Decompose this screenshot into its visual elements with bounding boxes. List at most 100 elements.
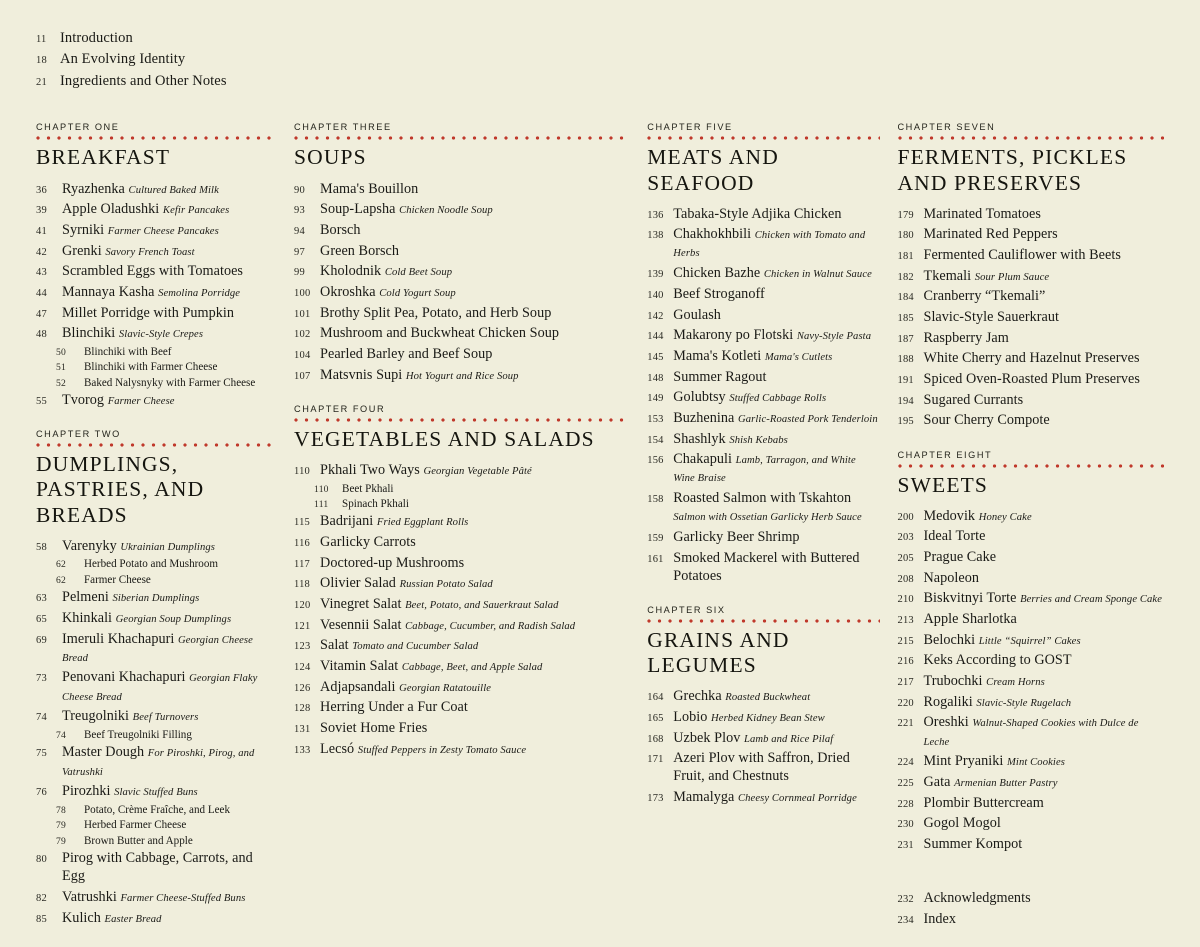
toc-subentry[interactable]: 110 Beet Pkhali	[294, 482, 625, 496]
toc-entry[interactable]: 181 Fermented Cauliflower with Beets	[898, 246, 1165, 264]
toc-entry[interactable]: 82 Vatrushki Farmer Cheese-Stuffed Buns	[36, 888, 272, 906]
toc-entry[interactable]: 47 Millet Porridge with Pumpkin	[36, 304, 272, 322]
toc-entry[interactable]: 185 Slavic-Style Sauerkraut	[898, 308, 1165, 326]
toc-entry[interactable]: 85 Kulich Easter Bread	[36, 909, 272, 927]
toc-entry[interactable]: 39 Apple Oladushki Kefir Pancakes	[36, 200, 272, 218]
toc-subentry[interactable]: 79 Herbed Farmer Cheese	[36, 818, 272, 832]
toc-entry[interactable]: 159 Garlicky Beer Shrimp	[647, 528, 879, 546]
toc-entry[interactable]: 100 Okroshka Cold Yogurt Soup	[294, 283, 625, 301]
toc-entry[interactable]: 164 Grechka Roasted Buckwheat	[647, 687, 879, 705]
toc-entry[interactable]: 94 Borsch	[294, 221, 625, 239]
toc-entry[interactable]: 144 Makarony po Flotski Navy-Style Pasta	[647, 326, 879, 344]
toc-entry[interactable]: 184 Cranberry “Tkemali”	[898, 287, 1165, 305]
toc-subentry[interactable]: 74 Beef Treugolniki Filling	[36, 728, 272, 742]
toc-entry[interactable]: 44 Mannaya Kasha Semolina Porridge	[36, 283, 272, 301]
toc-entry[interactable]: 120 Vinegret Salat Beet, Potato, and Saue…	[294, 595, 625, 613]
toc-entry[interactable]: 126 Adjapsandali Georgian Ratatouille	[294, 678, 625, 696]
backmatter-item[interactable]: 232 Acknowledgments	[898, 889, 1165, 907]
toc-entry[interactable]: 231 Summer Kompot	[898, 835, 1165, 853]
toc-entry[interactable]: 225 Gata Armenian Butter Pastry	[898, 773, 1165, 791]
toc-entry[interactable]: 195 Sour Cherry Compote	[898, 411, 1165, 429]
toc-subentry[interactable]: 50 Blinchiki with Beef	[36, 345, 272, 359]
toc-entry[interactable]: 76 Pirozhki Slavic Stuffed Buns	[36, 782, 272, 800]
toc-entry[interactable]: 104 Pearled Barley and Beef Soup	[294, 345, 625, 363]
toc-entry[interactable]: 180 Marinated Red Peppers	[898, 225, 1165, 243]
toc-entry[interactable]: 210 Biskvitnyi Torte Berries and Cream Sp…	[898, 589, 1165, 607]
toc-entry[interactable]: 58 Varenyky Ukrainian Dumplings	[36, 537, 272, 555]
toc-entry[interactable]: 99 Kholodnik Cold Beet Soup	[294, 262, 625, 280]
toc-entry[interactable]: 121 Vesennii Salat Cabbage, Cucumber, and…	[294, 616, 625, 634]
toc-entry[interactable]: 191 Spiced Oven-Roasted Plum Preserves	[898, 370, 1165, 388]
toc-entry[interactable]: 117 Doctored-up Mushrooms	[294, 554, 625, 572]
toc-entry[interactable]: 131 Soviet Home Fries	[294, 719, 625, 737]
toc-subentry[interactable]: 52 Baked Nalysnyky with Farmer Cheese	[36, 376, 272, 390]
toc-subentry[interactable]: 51 Blinchiki with Farmer Cheese	[36, 360, 272, 374]
toc-entry[interactable]: 69 Imeruli Khachapuri Georgian Cheese Bre…	[36, 630, 272, 666]
toc-entry[interactable]: 168 Uzbek Plov Lamb and Rice Pilaf	[647, 729, 879, 747]
toc-entry[interactable]: 42 Grenki Savory French Toast	[36, 242, 272, 260]
toc-entry[interactable]: 102 Mushroom and Buckwheat Chicken Soup	[294, 324, 625, 342]
toc-entry[interactable]: 148 Summer Ragout	[647, 368, 879, 386]
toc-entry[interactable]: 80 Pirog with Cabbage, Carrots, and Egg	[36, 849, 272, 885]
toc-entry[interactable]: 65 Khinkali Georgian Soup Dumplings	[36, 609, 272, 627]
toc-entry[interactable]: 48 Blinchiki Slavic-Style Crepes	[36, 324, 272, 342]
toc-entry[interactable]: 107 Matsvnis Supi Hot Yogurt and Rice Sou…	[294, 366, 625, 384]
toc-entry[interactable]: 36 Ryazhenka Cultured Baked Milk	[36, 180, 272, 198]
toc-entry[interactable]: 161 Smoked Mackerel with Buttered Potatoe…	[647, 549, 879, 585]
toc-entry[interactable]: 216 Keks According to GOST	[898, 651, 1165, 669]
toc-entry[interactable]: 200 Medovik Honey Cake	[898, 507, 1165, 525]
toc-entry[interactable]: 115 Badrijani Fried Eggplant Rolls	[294, 512, 625, 530]
toc-entry[interactable]: 43 Scrambled Eggs with Tomatoes	[36, 262, 272, 280]
toc-subentry[interactable]: 78 Potato, Crème Fraîche, and Leek	[36, 803, 272, 817]
toc-entry[interactable]: 116 Garlicky Carrots	[294, 533, 625, 551]
frontmatter-item[interactable]: 11 Introduction	[36, 28, 1164, 49]
toc-entry[interactable]: 208 Napoleon	[898, 569, 1165, 587]
toc-entry[interactable]: 154 Shashlyk Shish Kebabs	[647, 430, 879, 448]
toc-entry[interactable]: 215 Belochki Little “Squirrel” Cakes	[898, 631, 1165, 649]
toc-entry[interactable]: 221 Oreshki Walnut-Shaped Cookies with Du…	[898, 713, 1165, 749]
toc-entry[interactable]: 142 Goulash	[647, 306, 879, 324]
toc-subentry[interactable]: 111 Spinach Pkhali	[294, 497, 625, 511]
toc-entry[interactable]: 165 Lobio Herbed Kidney Bean Stew	[647, 708, 879, 726]
toc-entry[interactable]: 153 Buzhenina Garlic-Roasted Pork Tenderl…	[647, 409, 879, 427]
toc-entry[interactable]: 75 Master Dough For Piroshki, Pirog, and …	[36, 743, 272, 779]
toc-subentry[interactable]: 62 Farmer Cheese	[36, 573, 272, 587]
toc-entry[interactable]: 101 Brothy Split Pea, Potato, and Herb So…	[294, 304, 625, 322]
toc-entry[interactable]: 220 Rogaliki Slavic-Style Rugelach	[898, 693, 1165, 711]
toc-entry[interactable]: 74 Treugolniki Beef Turnovers	[36, 707, 272, 725]
toc-entry[interactable]: 228 Plombir Buttercream	[898, 794, 1165, 812]
toc-entry[interactable]: 171 Azeri Plov with Saffron, Dried Fruit,…	[647, 749, 879, 785]
toc-entry[interactable]: 213 Apple Sharlotka	[898, 610, 1165, 628]
toc-entry[interactable]: 224 Mint Pryaniki Mint Cookies	[898, 752, 1165, 770]
toc-entry[interactable]: 179 Marinated Tomatoes	[898, 205, 1165, 223]
toc-entry[interactable]: 145 Mama's Kotleti Mama's Cutlets	[647, 347, 879, 365]
toc-entry[interactable]: 205 Prague Cake	[898, 548, 1165, 566]
toc-entry[interactable]: 173 Mamalyga Cheesy Cornmeal Porridge	[647, 788, 879, 806]
backmatter-item[interactable]: 234 Index	[898, 910, 1165, 928]
toc-entry[interactable]: 124 Vitamin Salat Cabbage, Beet, and Appl…	[294, 657, 625, 675]
toc-entry[interactable]: 136 Tabaka-Style Adjika Chicken	[647, 205, 879, 223]
toc-entry[interactable]: 182 Tkemali Sour Plum Sauce	[898, 267, 1165, 285]
toc-entry[interactable]: 110 Pkhali Two Ways Georgian Vegetable Pâ…	[294, 461, 625, 479]
toc-entry[interactable]: 217 Trubochki Cream Horns	[898, 672, 1165, 690]
toc-entry[interactable]: 188 White Cherry and Hazelnut Preserves	[898, 349, 1165, 367]
toc-subentry[interactable]: 62 Herbed Potato and Mushroom	[36, 557, 272, 571]
toc-entry[interactable]: 118 Olivier Salad Russian Potato Salad	[294, 574, 625, 592]
toc-entry[interactable]: 97 Green Borsch	[294, 242, 625, 260]
frontmatter-item[interactable]: 21 Ingredients and Other Notes	[36, 71, 1164, 92]
toc-entry[interactable]: 123 Salat Tomato and Cucumber Salad	[294, 636, 625, 654]
frontmatter-item[interactable]: 18 An Evolving Identity	[36, 49, 1164, 70]
toc-subentry[interactable]: 79 Brown Butter and Apple	[36, 834, 272, 848]
toc-entry[interactable]: 187 Raspberry Jam	[898, 329, 1165, 347]
toc-entry[interactable]: 158 Roasted Salmon with Tskahton Salmon w…	[647, 489, 879, 525]
toc-entry[interactable]: 230 Gogol Mogol	[898, 814, 1165, 832]
toc-entry[interactable]: 41 Syrniki Farmer Cheese Pancakes	[36, 221, 272, 239]
toc-entry[interactable]: 194 Sugared Currants	[898, 391, 1165, 409]
toc-entry[interactable]: 138 Chakhokhbili Chicken with Tomato and …	[647, 225, 879, 261]
toc-entry[interactable]: 156 Chakapuli Lamb, Tarragon, and White W…	[647, 450, 879, 486]
toc-entry[interactable]: 55 Tvorog Farmer Cheese	[36, 391, 272, 409]
toc-entry[interactable]: 133 Lecsó Stuffed Peppers in Zesty Tomato…	[294, 740, 625, 758]
toc-entry[interactable]: 90 Mama's Bouillon	[294, 180, 625, 198]
toc-entry[interactable]: 93 Soup-Lapsha Chicken Noodle Soup	[294, 200, 625, 218]
toc-entry[interactable]: 140 Beef Stroganoff	[647, 285, 879, 303]
